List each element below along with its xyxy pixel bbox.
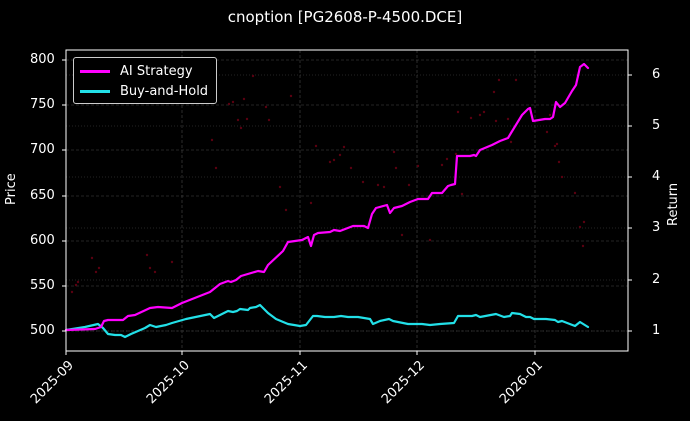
y-axis-left-label: Price (4, 173, 19, 205)
y-right-tick-label: 3 (652, 220, 661, 235)
y-left-tick-label: 800 (30, 52, 55, 67)
y-left-tick-label: 750 (30, 97, 55, 112)
legend-label: Buy-and-Hold (120, 83, 209, 99)
legend-swatch-buy-and-hold (80, 89, 110, 93)
y-right-tick-label: 4 (652, 169, 661, 184)
y-right-tick-label: 5 (652, 118, 661, 133)
buy-and-hold-line (64, 303, 590, 339)
chart-title: cnoption [PG2608-P-4500.DCE] (227, 8, 463, 26)
legend-item-ai-strategy: AI Strategy (80, 62, 193, 80)
legend-swatch-ai-strategy (80, 69, 110, 73)
axis-ticks (62, 59, 632, 355)
axes-frame (65, 49, 629, 352)
price-scatter (70, 74, 586, 294)
legend: AI Strategy Buy-and-Hold (73, 57, 217, 104)
ai-strategy-line (64, 62, 590, 332)
y-left-tick-label: 550 (30, 278, 55, 293)
y-right-tick-label: 1 (652, 323, 661, 338)
y-left-tick-label: 650 (30, 188, 55, 203)
series-lines (64, 62, 590, 339)
y-right-tick-label: 2 (652, 272, 661, 287)
y-left-tick-label: 600 (30, 233, 55, 248)
grid-lines (65, 50, 628, 351)
y-left-tick-label: 700 (30, 142, 55, 157)
legend-item-buy-and-hold: Buy-and-Hold (80, 82, 208, 100)
y-left-tick-label: 500 (30, 323, 55, 338)
legend-label: AI Strategy (120, 63, 193, 79)
y-axis-right-label: Return (666, 182, 681, 226)
y-right-tick-label: 6 (652, 67, 661, 82)
